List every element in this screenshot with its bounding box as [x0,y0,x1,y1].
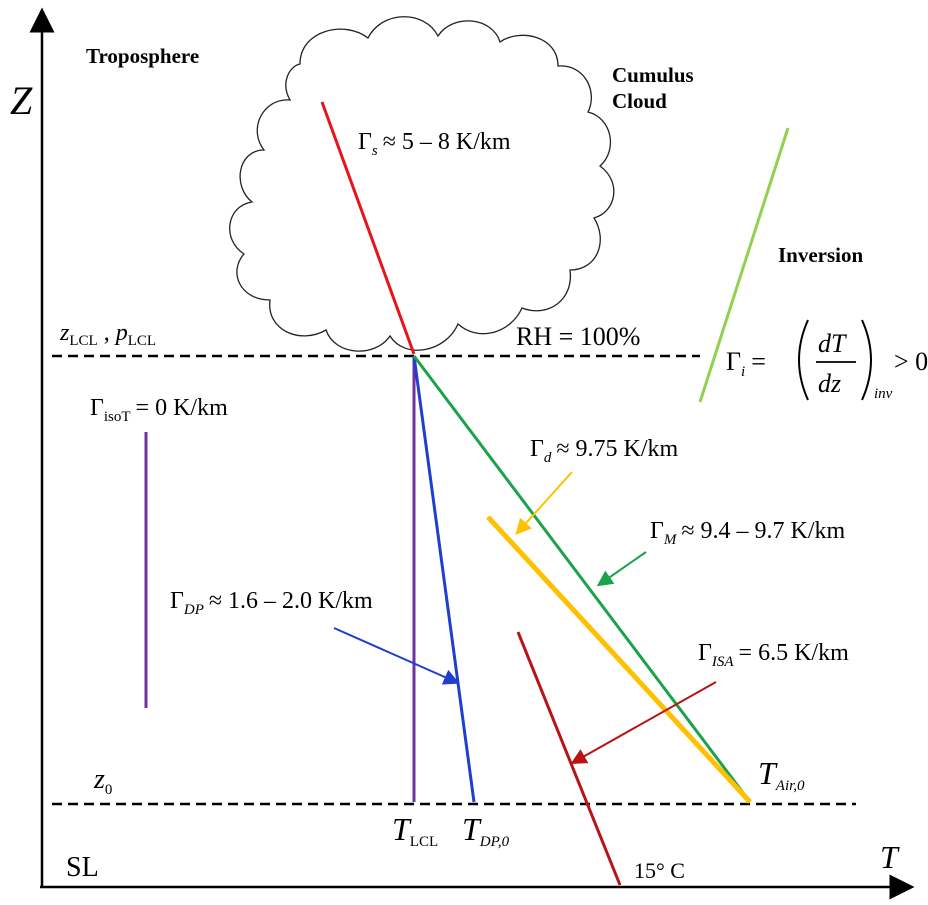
svg-text:> 0: > 0 [894,347,928,376]
temp-15c-label: 15° C [634,858,685,883]
z-axis-label: Z [10,78,33,123]
isa-rate-label: ΓISA = 6.5 K/km [698,640,849,670]
dry-pointer-arrow [515,471,573,535]
moist-rate-label: ΓM ≈ 9.4 – 9.7 K/km [650,518,846,548]
t-lcl-label: TLCL [392,811,438,850]
svg-text:dz: dz [818,369,841,398]
t-axis-label: T [880,839,900,875]
troposphere-label: Troposphere [86,44,199,68]
lcl-height-label: zLCL , pLCL [59,320,156,349]
saturated-rate-label: Γs ≈ 5 – 8 K/km [358,129,511,159]
dry-adiabatic-line [486,515,752,804]
svg-text:Γi=: Γi = [726,347,766,380]
rh-label: RH = 100% [516,322,640,351]
cloud-label-line2: Cloud [612,89,667,113]
cumulus-cloud-shape [229,16,615,352]
dew-point-rate-label: ΓDP ≈ 1.6 – 2.0 K/km [170,588,373,618]
z0-label: z0 [93,764,112,798]
inversion-line [698,127,790,403]
moist-pointer-arrow [596,551,647,587]
sea-level-label: SL [66,852,99,883]
moist-adiabatic-line [412,355,752,803]
t-air0-label: TAir,0 [758,755,805,794]
dew-point-line [412,355,476,803]
saturated-lapse-line [320,101,416,355]
dew-point-pointer-arrow [333,627,460,685]
isothermal-rate-label: ΓisoT = 0 K/km [90,395,228,425]
dry-rate-label: Γd ≈ 9.75 K/km [530,436,679,466]
cloud-label-line1: Cumulus [612,63,694,87]
inversion-equation: Γi = dT dz inv > 0 [726,319,928,402]
inversion-label: Inversion [778,243,864,267]
isa-line [516,631,622,886]
svg-text:inv: inv [874,386,893,402]
t-dp0-label: TDP,0 [462,811,510,850]
svg-text:dT: dT [818,329,847,358]
isa-pointer-arrow [570,681,717,764]
